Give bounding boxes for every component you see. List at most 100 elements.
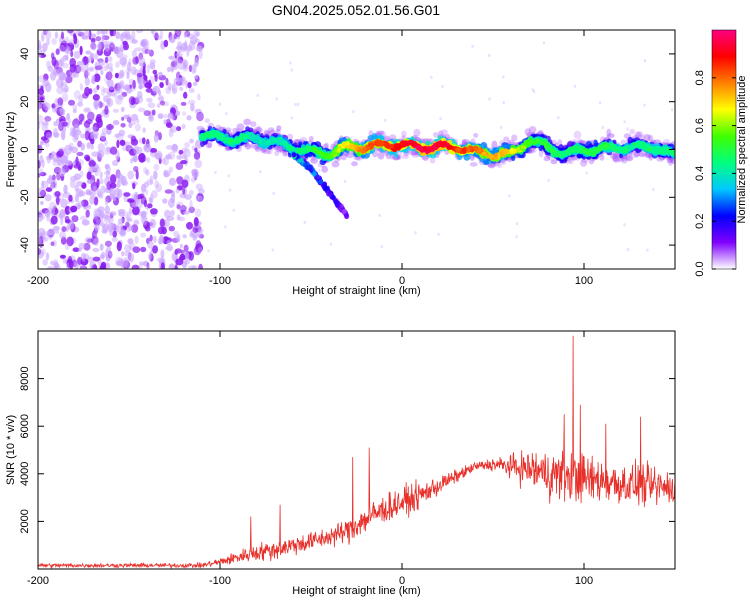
ridge-cell [340,153,347,161]
noise-speck [48,175,53,180]
ridge-cell [236,123,245,131]
noise-speck [93,100,98,109]
ridge-cell [613,153,619,162]
noise-speck [77,256,83,265]
noise-speck [134,47,143,52]
noise-speck [47,65,54,72]
noise-speck [184,259,190,265]
noise-speck [174,30,182,38]
noise-speck [123,34,132,41]
noise-speck [38,227,46,237]
noise-speck [224,225,227,229]
noise-speck [104,56,109,64]
noise-speck [86,71,91,76]
noise-speck [41,159,45,168]
noise-speck [132,182,136,190]
noise-speck [195,240,202,249]
noise-speck [52,68,60,77]
noise-speck [100,213,104,221]
noise-speck [502,100,505,105]
noise-speck [646,248,649,252]
ridge-cell [399,141,405,147]
noise-speck [112,108,120,113]
noise-speck [100,185,106,194]
ridge-cell [268,139,274,143]
noise-speck [100,86,106,96]
ridge-cell [377,151,385,160]
ridge-cell [503,136,510,142]
ridge-cell [491,140,498,149]
noise-speck [193,217,199,227]
noise-speck [38,102,44,109]
noise-speck [182,187,186,195]
noise-speck [165,122,173,128]
noise-speck [65,36,69,44]
noise-speck [384,118,387,122]
noise-speck [187,99,196,105]
noise-speck [130,97,135,105]
noise-speck [138,261,145,266]
noise-speck [144,157,148,162]
noise-speck [115,260,124,267]
ridge-cell [210,131,215,135]
ridge-cell [204,118,210,123]
noise-speck [138,57,146,67]
noise-speck [225,112,228,116]
noise-speck [70,205,78,213]
noise-speck [57,156,61,167]
noise-speck [60,130,66,141]
noise-speck [54,31,59,39]
noise-speck [92,94,100,101]
noise-speck [115,61,120,68]
ridge-cell [357,148,363,153]
noise-speck [147,157,151,164]
noise-speck [87,204,92,210]
noise-speck [51,38,58,45]
noise-speck [58,231,67,239]
ridge-cell [621,156,628,164]
noise-speck [61,92,69,103]
noise-speck [150,208,158,215]
noise-speck [149,234,153,242]
noise-speck [54,191,61,197]
noise-speck [61,226,67,233]
noise-speck [101,30,108,35]
ridge-cell [599,154,605,161]
noise-speck [104,197,109,206]
noise-speck [50,241,55,246]
noise-speck [94,224,100,232]
noise-speck [83,108,91,113]
noise-speck [151,30,155,34]
noise-speck [378,213,381,217]
ridge-cell [610,153,618,160]
noise-speck [51,103,56,109]
noise-speck [194,147,198,153]
ridge-cell [337,147,341,153]
noise-speck [135,170,139,180]
ridge-cell [629,128,635,135]
ridge-cell [244,143,252,150]
noise-speck [41,121,49,126]
noise-speck [97,30,104,34]
noise-speck [93,196,99,206]
noise-speck [547,156,551,160]
noise-speck [93,216,101,226]
noise-speck [303,220,306,224]
noise-speck [51,107,58,113]
noise-speck [176,204,181,210]
ridge-cell [267,127,275,133]
noise-speck [104,240,112,247]
noise-speck [119,69,125,78]
noise-speck [100,69,104,76]
ridge-cell [275,147,282,153]
noise-speck [151,109,156,116]
noise-speck [515,235,518,239]
ridge-cell [249,143,257,149]
noise-speck [96,114,102,119]
noise-speck [276,129,279,133]
noise-speck [86,142,92,149]
noise-speck [188,64,193,72]
noise-speck [64,205,71,215]
noise-speck [140,196,147,205]
